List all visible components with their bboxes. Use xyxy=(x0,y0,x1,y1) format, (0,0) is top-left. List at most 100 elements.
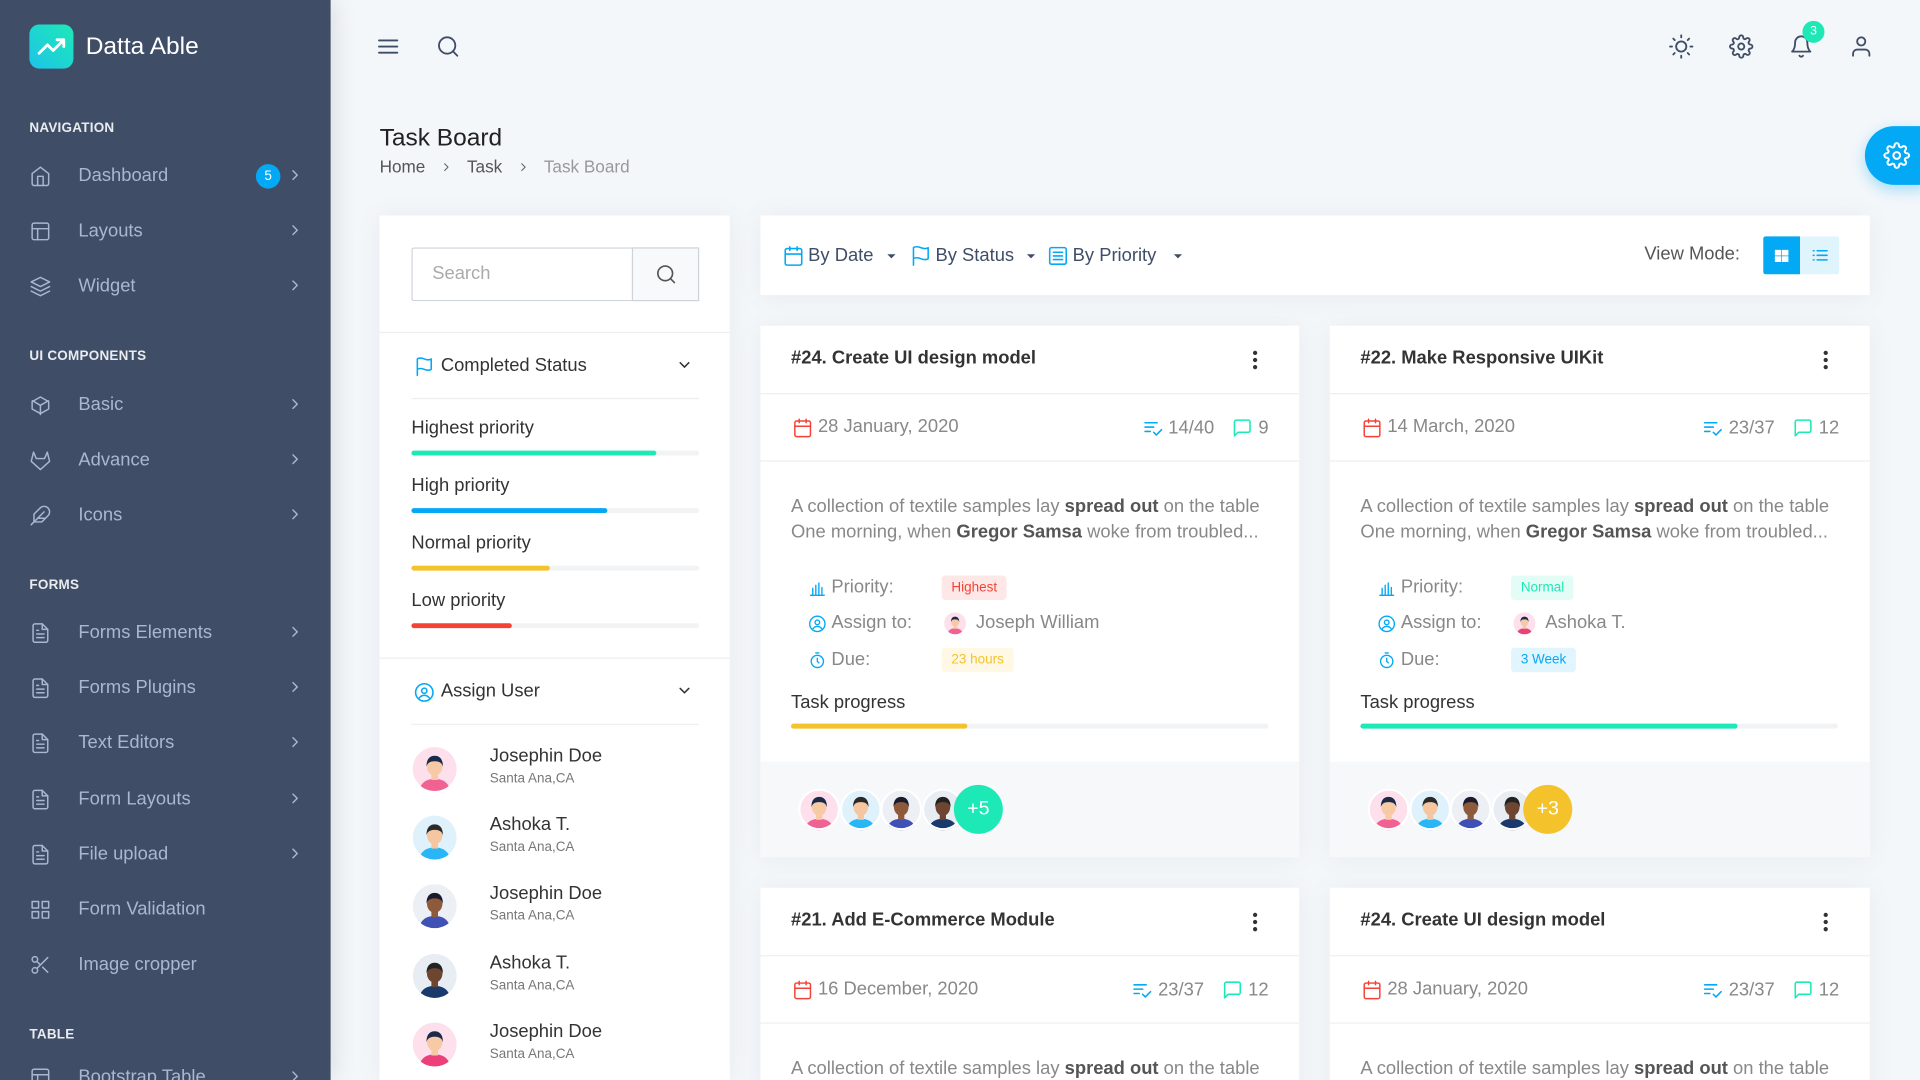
task-progress-label: Task progress xyxy=(791,691,906,713)
priority-label[interactable]: High priority xyxy=(411,475,510,496)
priority-label[interactable]: Highest priority xyxy=(411,417,534,439)
header-search[interactable] xyxy=(436,34,460,58)
filter-label[interactable]: By Status xyxy=(935,244,1015,266)
user-row[interactable]: Ashoka T. Santa Ana,CA xyxy=(411,811,699,865)
user-name[interactable]: Josephin Doe xyxy=(489,745,603,767)
nav-item[interactable]: Text Editors xyxy=(0,719,331,768)
nav-item[interactable]: Advance xyxy=(0,436,331,485)
nav-label[interactable]: Form Validation xyxy=(78,898,206,920)
task-title[interactable]: #21. Add E-Commerce Module xyxy=(791,909,1055,931)
divider xyxy=(1329,955,1870,957)
nav-label[interactable]: Text Editors xyxy=(78,732,175,754)
nav-item[interactable]: File upload xyxy=(0,830,331,879)
description-line: One morning, when Gregor Samsa woke from… xyxy=(791,519,1259,545)
nav-item[interactable]: Dashboard 5 xyxy=(0,152,331,201)
avatar xyxy=(944,612,967,635)
meta-count: 12 xyxy=(1818,416,1840,438)
nav-label[interactable]: Basic xyxy=(78,394,124,416)
nav-label[interactable]: Dashboard xyxy=(78,165,169,187)
filter-dropdown[interactable]: By Priority xyxy=(1046,238,1190,275)
meta-count: 12 xyxy=(1248,978,1269,1000)
completed-status-toggle[interactable]: Completed Status xyxy=(411,349,699,383)
nav-label[interactable]: File upload xyxy=(78,843,169,865)
nav-label[interactable]: Forms Plugins xyxy=(78,677,196,699)
divider xyxy=(1329,460,1870,462)
task-title[interactable]: #24. Create UI design model xyxy=(1360,909,1606,931)
breadcrumb-separator xyxy=(517,154,529,178)
user-name[interactable]: Josephin Doe xyxy=(489,883,603,905)
brand-logo xyxy=(29,24,74,69)
grid-view-button[interactable] xyxy=(1763,236,1800,275)
nav-icon xyxy=(32,789,49,810)
list-view-button[interactable] xyxy=(1800,236,1840,275)
user-row[interactable]: Ashoka T. Santa Ana,CA xyxy=(411,948,699,1002)
nav-label[interactable]: Widget xyxy=(78,275,136,297)
completed-status-title[interactable]: Completed Status xyxy=(440,355,587,376)
user-row[interactable]: Josephin Doe Santa Ana,CA xyxy=(411,742,699,796)
meta-count: 14/40 xyxy=(1168,416,1215,438)
extra-members[interactable]: +5 xyxy=(953,784,1003,834)
nav-label[interactable]: Layouts xyxy=(78,220,143,242)
nav-label[interactable]: Form Layouts xyxy=(78,788,191,809)
nav-label[interactable]: Image cropper xyxy=(78,954,197,975)
card-menu[interactable] xyxy=(1243,910,1267,934)
user-name[interactable]: Josephin Doe xyxy=(489,1020,603,1042)
nav-icon xyxy=(32,733,49,754)
nav-item[interactable]: Icons xyxy=(0,491,331,540)
profile[interactable] xyxy=(1849,34,1873,58)
submenu-chevron xyxy=(292,509,298,520)
card-menu[interactable] xyxy=(1813,348,1837,372)
user-row[interactable]: Josephin Doe Santa Ana,CA xyxy=(411,1017,699,1071)
nav-item[interactable]: Forms Plugins xyxy=(0,664,331,713)
breadcrumb-item[interactable]: Home xyxy=(379,156,426,177)
task-title[interactable]: #24. Create UI design model xyxy=(791,347,1037,369)
dropdown-caret xyxy=(887,254,896,259)
submenu-chevron xyxy=(292,280,298,291)
nav-label[interactable]: Advance xyxy=(78,449,150,471)
assign-user-toggle[interactable]: Assign User xyxy=(411,675,699,709)
filter-label[interactable]: By Date xyxy=(808,244,874,266)
detail-label: Priority: xyxy=(831,576,894,598)
card-menu[interactable] xyxy=(1243,348,1267,372)
nav-label[interactable]: Bootstrap Table xyxy=(78,1066,206,1080)
nav-item[interactable]: Widget xyxy=(0,263,331,312)
settings[interactable] xyxy=(1729,34,1754,59)
filter-dropdown[interactable]: By Status xyxy=(909,238,1044,275)
assign-user-title[interactable]: Assign User xyxy=(440,680,540,702)
menu-toggle[interactable] xyxy=(376,34,400,58)
filter-label[interactable]: By Priority xyxy=(1072,244,1157,266)
nav-item[interactable]: Form Validation xyxy=(0,885,331,934)
nav-item[interactable]: Image cropper xyxy=(0,941,331,990)
filter-panel: Search Completed Status Highest priority Hi… xyxy=(379,215,730,1080)
extra-members[interactable]: +3 xyxy=(1523,784,1573,834)
task-title[interactable]: #22. Make Responsive UIKit xyxy=(1360,347,1604,369)
task-date: 14 March, 2020 xyxy=(1387,416,1515,438)
card-menu[interactable] xyxy=(1813,910,1837,934)
nav-item[interactable]: Basic xyxy=(0,381,331,430)
nav-item[interactable]: Forms Elements xyxy=(0,609,331,658)
nav-label[interactable]: Icons xyxy=(78,504,123,526)
customizer-button[interactable] xyxy=(1864,126,1920,185)
filter-dropdown[interactable]: By Date xyxy=(781,238,903,275)
nav-item[interactable]: Bootstrap Table xyxy=(0,1053,331,1080)
search-button[interactable] xyxy=(631,247,700,302)
theme-toggle[interactable] xyxy=(1669,34,1694,59)
nav-item[interactable]: Form Layouts xyxy=(0,775,331,824)
user-location: Santa Ana,CA xyxy=(489,909,575,924)
search-input[interactable]: Search xyxy=(411,247,634,302)
breadcrumb-item[interactable]: Task xyxy=(466,156,503,177)
task-card: #21. Add E-Commerce Module 16 December, 2… xyxy=(760,887,1300,1080)
priority-label[interactable]: Normal priority xyxy=(411,532,531,554)
notifications[interactable] xyxy=(1789,34,1813,58)
nav-label[interactable]: Forms Elements xyxy=(78,622,213,643)
priority-label[interactable]: Low priority xyxy=(411,590,506,612)
user-row[interactable]: Josephin Doe Santa Ana,CA xyxy=(411,880,699,934)
user-name[interactable]: Ashoka T. xyxy=(489,814,571,836)
user-name[interactable]: Ashoka T. xyxy=(489,952,571,973)
description-text: spread out xyxy=(1064,495,1159,517)
avatar xyxy=(412,884,457,929)
calendar-icon xyxy=(793,417,811,437)
brand-icon xyxy=(37,38,66,55)
progress-track xyxy=(791,723,1269,729)
nav-item[interactable]: Layouts xyxy=(0,207,331,256)
